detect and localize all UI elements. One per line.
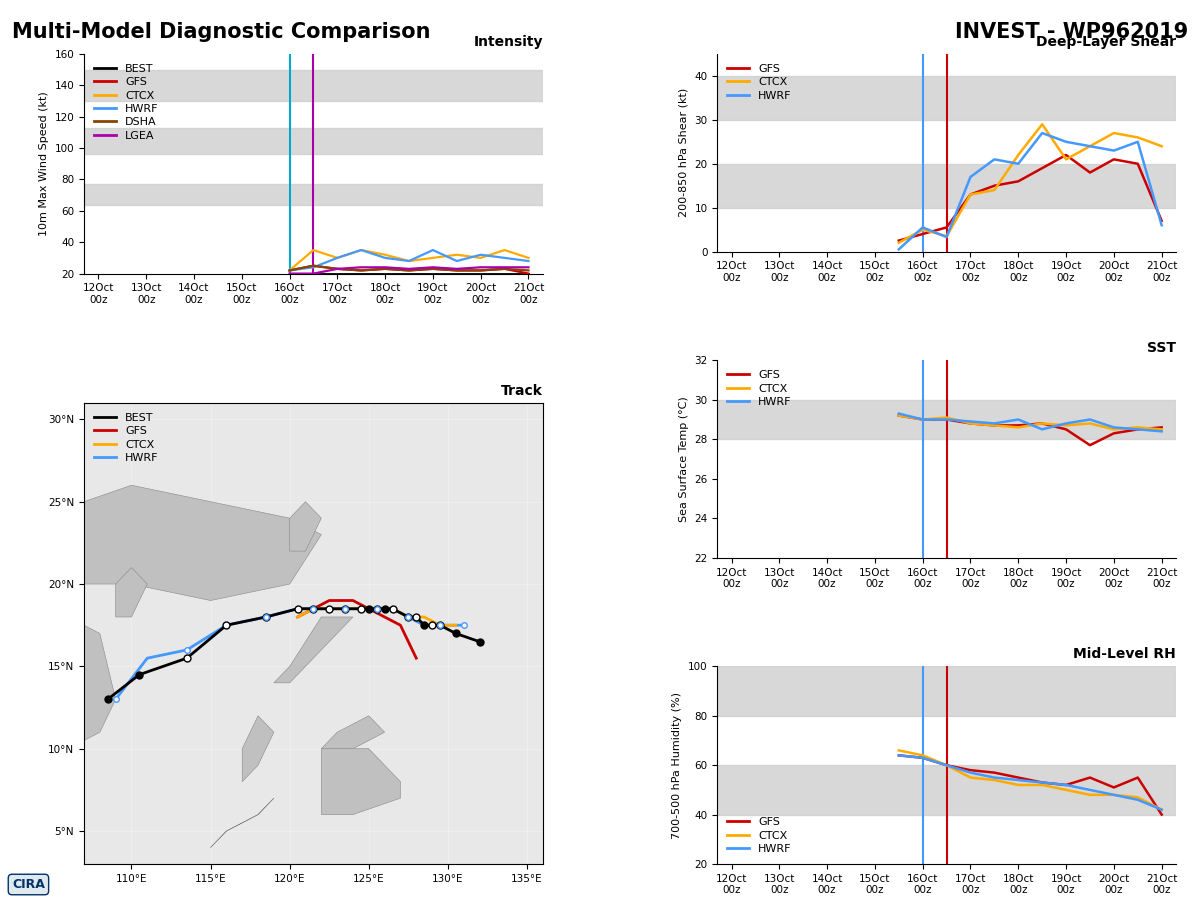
Polygon shape [242, 716, 274, 782]
Bar [718, 164, 1176, 208]
Bar [84, 69, 542, 101]
Legend: GFS, CTCX, HWRF: GFS, CTCX, HWRF [722, 813, 797, 859]
Polygon shape [210, 798, 274, 848]
Bar [718, 400, 1176, 439]
Polygon shape [115, 568, 148, 617]
Bar [84, 184, 542, 204]
Bar [718, 76, 1176, 120]
Text: CIRA: CIRA [12, 878, 44, 891]
Polygon shape [36, 617, 115, 749]
Legend: BEST, GFS, CTCX, HWRF, DSHA, LGEA: BEST, GFS, CTCX, HWRF, DSHA, LGEA [90, 59, 163, 145]
Polygon shape [322, 716, 385, 749]
Bar [84, 128, 542, 155]
Y-axis label: Sea Surface Temp (°C): Sea Surface Temp (°C) [679, 396, 689, 522]
Text: INVEST - WP962019: INVEST - WP962019 [955, 22, 1188, 42]
Y-axis label: 10m Max Wind Speed (kt): 10m Max Wind Speed (kt) [38, 92, 49, 236]
Polygon shape [274, 617, 353, 683]
Text: Deep-Layer Shear: Deep-Layer Shear [1036, 35, 1176, 49]
Text: SST: SST [1147, 341, 1176, 355]
Bar [718, 666, 1176, 716]
Text: Multi-Model Diagnostic Comparison: Multi-Model Diagnostic Comparison [12, 22, 431, 42]
Legend: BEST, GFS, CTCX, HWRF: BEST, GFS, CTCX, HWRF [90, 409, 163, 467]
Text: Track: Track [500, 383, 542, 398]
Legend: GFS, CTCX, HWRF: GFS, CTCX, HWRF [722, 59, 797, 105]
Bar [718, 765, 1176, 814]
Y-axis label: 700-500 hPa Humidity (%): 700-500 hPa Humidity (%) [672, 692, 683, 839]
Polygon shape [84, 485, 322, 600]
Text: Mid-Level RH: Mid-Level RH [1073, 647, 1176, 662]
Y-axis label: 200-850 hPa Shear (kt): 200-850 hPa Shear (kt) [679, 88, 689, 218]
Polygon shape [289, 501, 322, 551]
Text: Intensity: Intensity [473, 35, 542, 49]
Legend: GFS, CTCX, HWRF: GFS, CTCX, HWRF [722, 365, 797, 411]
Polygon shape [322, 749, 401, 814]
